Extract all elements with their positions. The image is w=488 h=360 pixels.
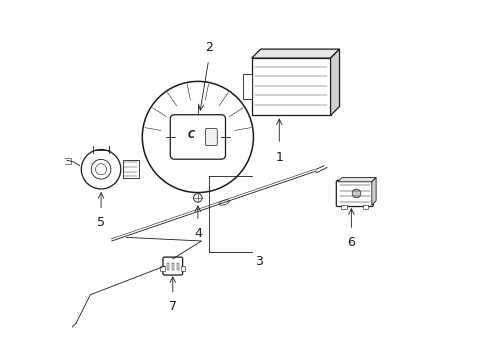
Polygon shape <box>242 73 251 99</box>
Bar <box>63 158 70 164</box>
Bar <box>177 263 179 270</box>
FancyBboxPatch shape <box>170 115 225 159</box>
Bar <box>166 263 168 270</box>
Text: 6: 6 <box>346 235 355 249</box>
Text: 4: 4 <box>194 226 202 240</box>
FancyBboxPatch shape <box>163 257 182 275</box>
Text: 1: 1 <box>275 151 283 164</box>
Bar <box>122 160 139 178</box>
Ellipse shape <box>219 200 229 205</box>
Polygon shape <box>251 49 339 58</box>
Polygon shape <box>251 58 330 116</box>
Text: C: C <box>187 130 195 140</box>
Text: 3: 3 <box>255 255 263 268</box>
Polygon shape <box>330 49 339 116</box>
Text: 2: 2 <box>204 41 212 54</box>
Circle shape <box>91 159 111 179</box>
FancyBboxPatch shape <box>336 180 372 207</box>
FancyBboxPatch shape <box>205 129 217 145</box>
Text: 7: 7 <box>168 300 177 313</box>
Polygon shape <box>337 177 375 182</box>
Circle shape <box>95 164 106 175</box>
Circle shape <box>142 81 253 193</box>
Text: 5: 5 <box>97 216 105 229</box>
Bar <box>171 263 174 270</box>
Circle shape <box>351 189 360 198</box>
Circle shape <box>81 149 121 189</box>
Circle shape <box>193 194 202 202</box>
Bar <box>160 266 164 271</box>
Bar <box>341 205 346 210</box>
Bar <box>362 205 367 210</box>
Bar <box>181 266 185 271</box>
Polygon shape <box>371 177 375 205</box>
